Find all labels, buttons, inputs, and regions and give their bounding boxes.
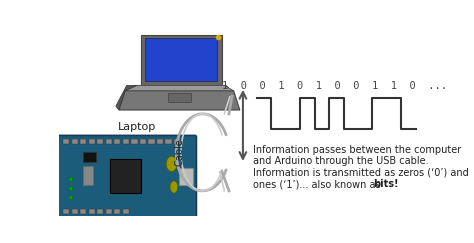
- Bar: [63, 139, 69, 144]
- Bar: [140, 139, 146, 144]
- Bar: [109, 158, 141, 193]
- Ellipse shape: [166, 156, 177, 172]
- Text: ones (‘1’)... also known as: ones (‘1’)... also known as: [253, 179, 384, 189]
- Ellipse shape: [69, 187, 73, 191]
- Bar: [131, 139, 137, 144]
- Bar: [106, 139, 112, 144]
- Bar: [72, 139, 78, 144]
- Ellipse shape: [69, 196, 73, 200]
- Bar: [123, 209, 129, 214]
- Bar: [72, 209, 78, 214]
- FancyBboxPatch shape: [58, 135, 196, 218]
- Text: Information passes between the computer: Information passes between the computer: [253, 145, 461, 155]
- Polygon shape: [141, 35, 222, 85]
- Bar: [97, 139, 103, 144]
- Bar: [179, 168, 193, 185]
- Bar: [89, 139, 95, 144]
- Text: 1  0  0  1  0  1  0  0  1  1  0  ...: 1 0 0 1 0 1 0 0 1 1 0 ...: [222, 81, 447, 91]
- Polygon shape: [145, 38, 218, 81]
- Bar: [89, 209, 95, 214]
- Polygon shape: [168, 93, 191, 102]
- Ellipse shape: [170, 181, 178, 193]
- Bar: [80, 209, 86, 214]
- Bar: [80, 139, 86, 144]
- Polygon shape: [116, 85, 137, 110]
- Bar: [165, 139, 172, 144]
- Bar: [63, 209, 69, 214]
- Bar: [82, 166, 93, 185]
- Bar: [157, 139, 163, 144]
- Bar: [174, 139, 180, 144]
- Bar: [123, 139, 129, 144]
- Polygon shape: [125, 85, 234, 91]
- Text: Information is transmitted as zeros (‘0’) and: Information is transmitted as zeros (‘0’…: [253, 168, 469, 178]
- Text: Cable: Cable: [174, 139, 184, 166]
- Bar: [106, 209, 112, 214]
- Bar: [114, 209, 120, 214]
- Text: bits!: bits!: [373, 179, 399, 189]
- Bar: [82, 152, 96, 162]
- Polygon shape: [119, 91, 240, 110]
- Polygon shape: [130, 85, 232, 91]
- Text: Laptop: Laptop: [118, 122, 156, 131]
- Bar: [114, 139, 120, 144]
- Bar: [148, 139, 155, 144]
- Bar: [97, 209, 103, 214]
- Text: and Arduino through the USB cable.: and Arduino through the USB cable.: [253, 156, 428, 166]
- Ellipse shape: [69, 177, 73, 181]
